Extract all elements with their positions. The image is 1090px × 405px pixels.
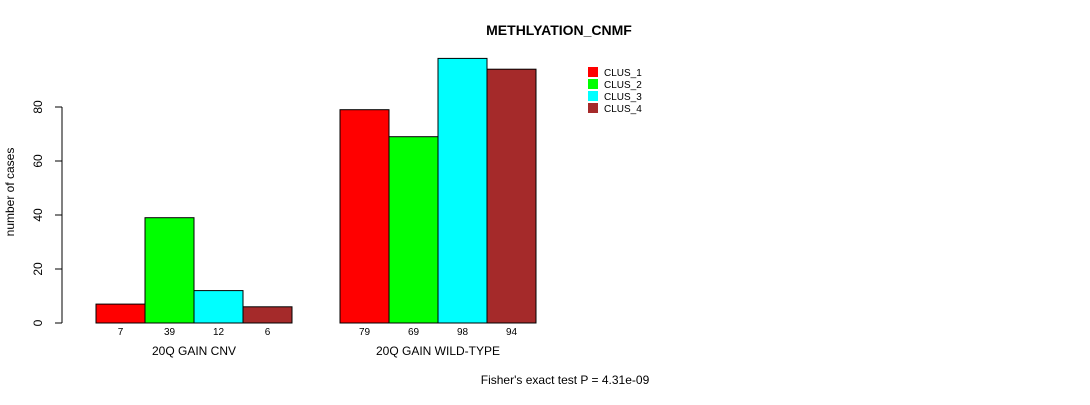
category-label: 20Q GAIN WILD-TYPE [376, 344, 500, 358]
bar-count-label: 12 [213, 327, 225, 338]
bar-count-label: 98 [457, 327, 469, 338]
bar-clus-4-group-2 [486, 68, 537, 324]
y-axis: 0 20 40 60 80 [31, 100, 63, 326]
y-tick-label: 40 [31, 208, 45, 222]
bar-count-label: 69 [408, 327, 420, 338]
bar-clus-4-group-1 [242, 306, 293, 324]
bar-count-label: 79 [359, 327, 371, 338]
legend-label: CLUS_3 [604, 92, 642, 103]
y-tick-label: 20 [31, 262, 45, 276]
legend-swatch-clus-2 [588, 79, 598, 89]
bar-count-label: 6 [265, 327, 271, 338]
category-label: 20Q GAIN CNV [152, 344, 236, 358]
bar-clus-1-group-1 [95, 303, 146, 324]
bar-clus-2-group-1 [144, 217, 195, 324]
bar-clus-2-group-2 [388, 136, 439, 324]
y-tick-label: 80 [31, 100, 45, 114]
y-tick-label: 0 [31, 319, 45, 326]
legend-swatch-clus-4 [588, 103, 598, 113]
bar-clus-1-group-2 [339, 109, 390, 324]
bar-clus-3-group-1 [193, 290, 244, 324]
bar-count-label: 7 [118, 327, 124, 338]
y-tick-label: 60 [31, 154, 45, 168]
bar-count-label: 39 [164, 327, 176, 338]
legend-label: CLUS_2 [604, 80, 642, 91]
bars-group: 7 39 12 6 79 69 98 94 [95, 57, 537, 338]
legend-swatch-clus-3 [588, 91, 598, 101]
legend-swatch-clus-1 [588, 67, 598, 77]
chart-title: METHLYATION_CNMF [486, 22, 632, 38]
fisher-test-footnote: Fisher's exact test P = 4.31e-09 [481, 373, 650, 387]
legend-label: CLUS_1 [604, 68, 642, 79]
group-labels: 20Q GAIN CNV 20Q GAIN WILD-TYPE [152, 344, 500, 358]
legend-label: CLUS_4 [604, 104, 642, 115]
bar-clus-3-group-2 [437, 57, 488, 324]
y-axis-label: number of cases [3, 148, 17, 237]
bar-count-label: 94 [506, 327, 518, 338]
